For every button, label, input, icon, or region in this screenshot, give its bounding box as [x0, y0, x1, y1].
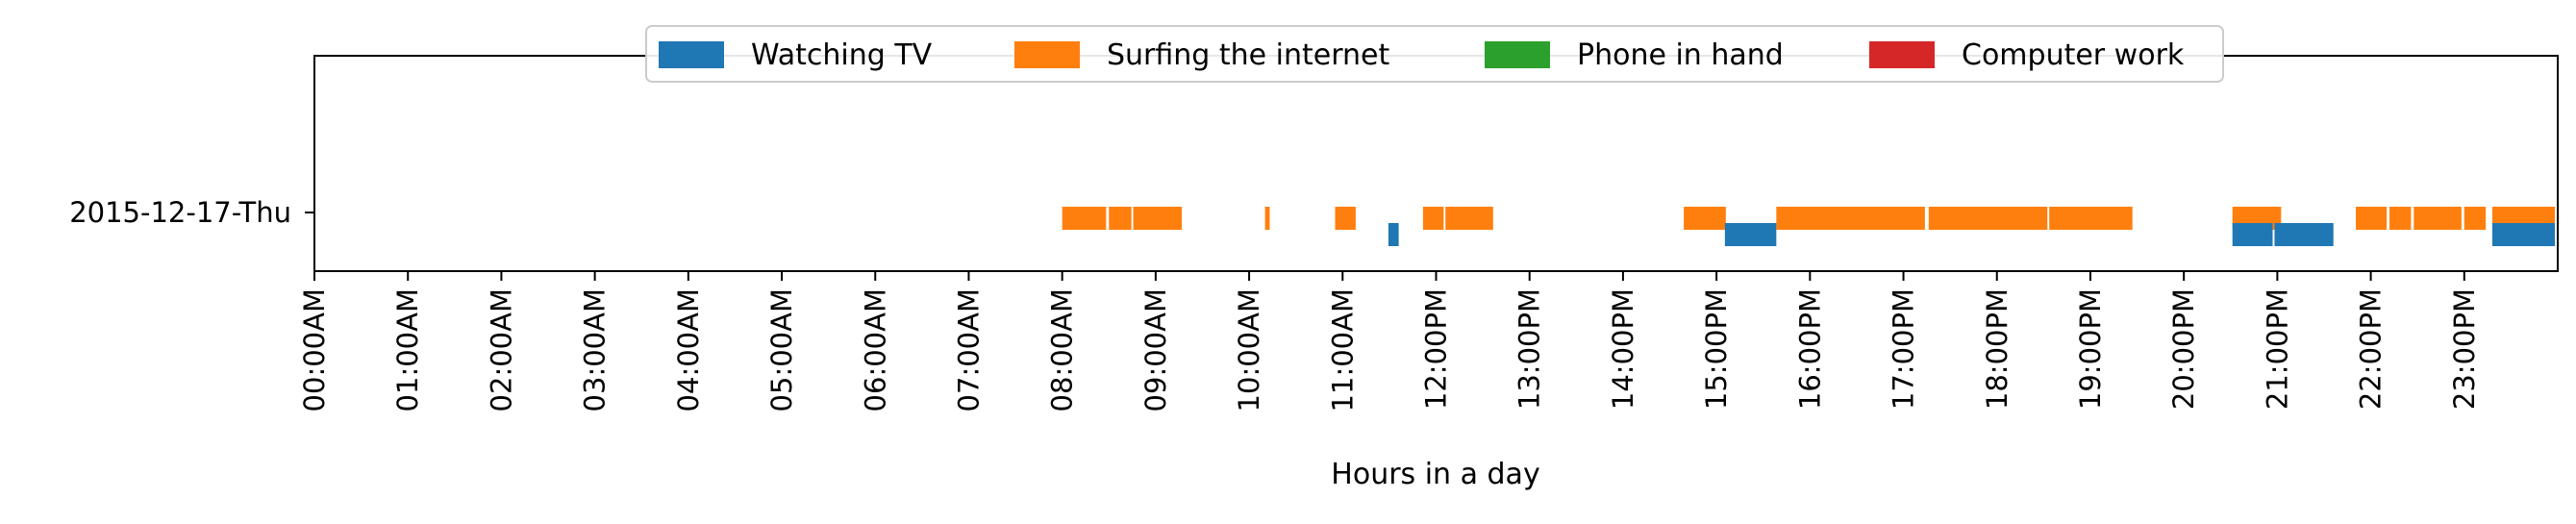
- x-tick-label: 15:00PM: [1700, 288, 1733, 410]
- watching-tv-bar-2: [2232, 223, 2273, 246]
- legend-swatch-phone-in-hand: [1485, 41, 1550, 68]
- legend-label-phone-in-hand: Phone in hand: [1577, 38, 1784, 72]
- x-tick-label: 23:00PM: [2448, 288, 2481, 410]
- x-tick-label: 03:00AM: [579, 288, 612, 412]
- y-axis: 2015-12-17-Thu: [69, 196, 314, 229]
- x-tick-label: 13:00PM: [1513, 288, 1546, 410]
- x-tick-label: 10:00AM: [1233, 288, 1265, 412]
- surfing-the-internet-bar-0: [1062, 207, 1107, 230]
- surfing-the-internet-bar-7: [1684, 207, 1726, 230]
- x-tick-label: 19:00PM: [2074, 288, 2107, 410]
- legend-swatch-surfing-the-internet: [1014, 41, 1080, 68]
- legend-label-computer-work: Computer work: [1962, 38, 2185, 72]
- x-tick-label: 18:00PM: [1981, 288, 2013, 410]
- watching-tv-bar-3: [2274, 223, 2334, 246]
- legend-label-watching-tv: Watching TV: [751, 38, 933, 72]
- x-tick-label: 02:00AM: [485, 288, 517, 412]
- legend-label-surfing-the-internet: Surfing the internet: [1107, 38, 1389, 72]
- surfing-the-internet-bar-8: [1776, 207, 1925, 230]
- x-tick-label: 22:00PM: [2355, 288, 2388, 410]
- surfing-the-internet-bar-5: [1422, 207, 1444, 230]
- x-tick-label: 11:00AM: [1326, 288, 1359, 412]
- plot-area: [314, 56, 2558, 271]
- x-tick-label: 20:00PM: [2167, 288, 2200, 410]
- surfing-the-internet-bar-10: [2049, 207, 2133, 230]
- x-tick-label: 06:00AM: [859, 288, 891, 412]
- x-tick-label: 12:00PM: [1420, 288, 1453, 410]
- surfing-the-internet-bar-1: [1109, 207, 1132, 230]
- legend-swatch-watching-tv: [659, 41, 724, 68]
- x-tick-label: 07:00AM: [952, 288, 985, 412]
- x-tick-label: 21:00PM: [2261, 288, 2293, 410]
- x-tick-label: 04:00AM: [672, 288, 705, 412]
- watching-tv-bar-0: [1388, 223, 1399, 246]
- x-tick-label: 09:00AM: [1139, 288, 1172, 412]
- legend: Watching TV Surfing the internet Phone in …: [645, 25, 2224, 83]
- x-tick-label: 08:00AM: [1046, 288, 1079, 412]
- y-tick-label: 2015-12-17-Thu: [69, 196, 291, 229]
- surfing-the-internet-bar-14: [2413, 207, 2462, 230]
- x-tick-label: 05:00AM: [765, 288, 798, 412]
- bars-layer: [1062, 207, 2556, 246]
- watching-tv-bar-4: [2491, 223, 2556, 246]
- x-tick-label: 17:00PM: [1888, 288, 1920, 410]
- surfing-the-internet-bar-9: [1928, 207, 2048, 230]
- x-axis: 00:00AM 01:00AM 02:00AM 03:00AM 04:00AM 05:00…: [298, 271, 2481, 412]
- surfing-the-internet-bar-15: [2463, 207, 2487, 230]
- surfing-the-internet-bar-13: [2389, 207, 2412, 230]
- x-tick-label: 00:00AM: [298, 288, 331, 412]
- surfing-the-internet-bar-6: [1445, 207, 1493, 230]
- x-axis-title: Hours in a day: [1331, 458, 1539, 491]
- surfing-the-internet-bar-3: [1264, 207, 1270, 230]
- x-tick-label: 16:00PM: [1793, 288, 1826, 410]
- watching-tv-bar-1: [1724, 223, 1777, 246]
- x-tick-label: 01:00AM: [391, 288, 424, 412]
- surfing-the-internet-bar-12: [2356, 207, 2388, 230]
- surfing-the-internet-bar-2: [1133, 207, 1183, 230]
- surfing-the-internet-bar-4: [1335, 207, 1356, 230]
- x-tick-label: 14:00PM: [1607, 288, 1639, 410]
- legend-swatch-computer-work: [1869, 41, 1935, 68]
